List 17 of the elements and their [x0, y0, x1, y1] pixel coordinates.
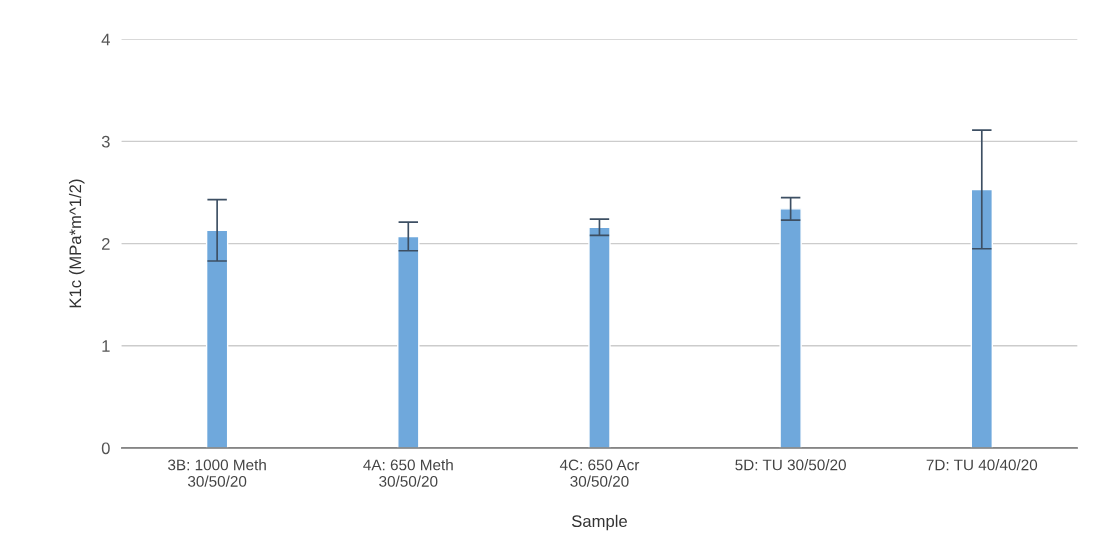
- y-axis-title: K1c (MPa*m^1/2): [68, 179, 85, 308]
- y-tick-label: 3: [101, 135, 110, 148]
- x-tick-label: 4A: 650 Meth 30/50/20: [363, 459, 453, 487]
- bar: [779, 208, 802, 448]
- x-tick-label: 5D: TU 30/50/20: [735, 459, 846, 471]
- x-axis-title: Sample: [571, 514, 627, 531]
- x-tick-label: 7D: TU 40/40/20: [926, 459, 1038, 471]
- y-tick-label: 0: [101, 442, 110, 455]
- x-tick-label: 4C: 650 Acr 30/50/20: [559, 459, 640, 487]
- x-tick-label: 3B: 1000 Meth 30/50/20: [168, 459, 266, 487]
- bar: [970, 188, 994, 448]
- bar: [397, 235, 420, 448]
- y-tick-label: 4: [101, 33, 110, 46]
- y-tick-label: 2: [102, 238, 110, 250]
- bar: [205, 229, 229, 448]
- bar: [588, 226, 611, 448]
- y-tick-label: 1: [102, 340, 110, 352]
